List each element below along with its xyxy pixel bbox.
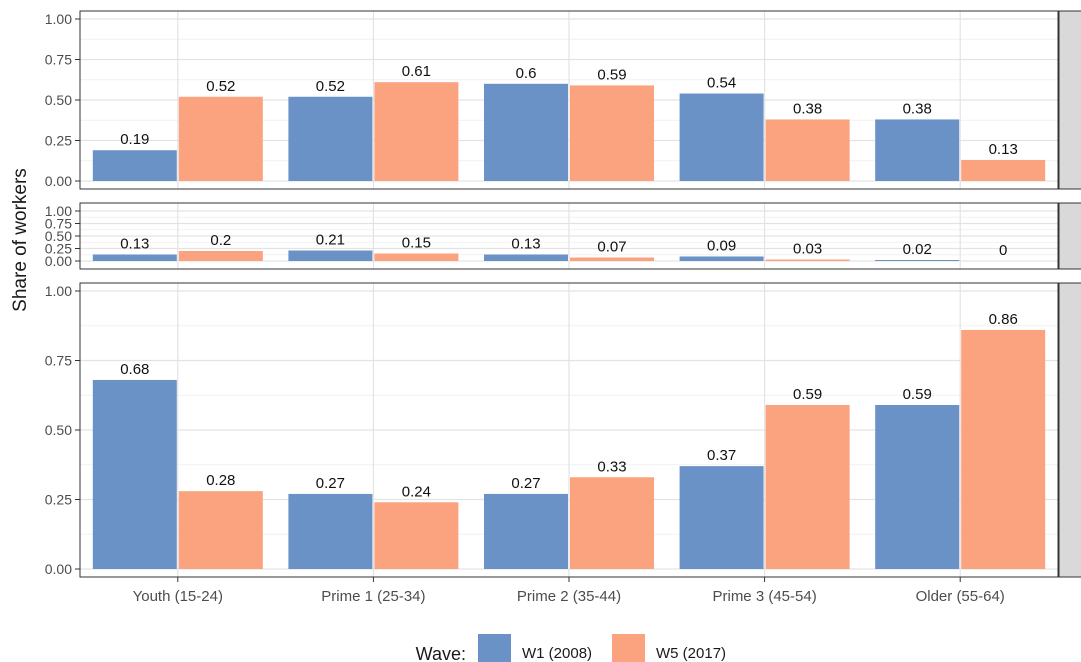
y-tick-label: 1.00 [45, 11, 72, 27]
strip-background [1058, 202, 1081, 270]
data-label: 0.38 [903, 100, 932, 117]
data-label: 0.6 [516, 65, 537, 82]
bar-w1 [484, 493, 568, 569]
data-label: 0.13 [511, 236, 540, 253]
x-tick-label: Prime 1 (25-34) [321, 588, 425, 605]
data-label: 0.52 [206, 78, 235, 95]
bar-w5 [570, 85, 654, 181]
bar-w1 [875, 260, 960, 261]
bar-w1 [484, 254, 568, 261]
data-label: 0.15 [402, 235, 431, 252]
data-label: 0.61 [402, 63, 431, 80]
bar-w1 [484, 83, 568, 181]
x-tick-label: Youth (15-24) [133, 588, 223, 605]
data-label: 0.02 [903, 241, 932, 258]
panel-inactive: 0.00 0.25 0.50 0.75 1.00 0.68 0.27 0.27 0.37 0.59… [45, 282, 1081, 578]
y-tick-label: 0.25 [45, 492, 72, 508]
panel-employed: 0.00 0.25 0.50 0.75 1.00 0.19 0.52 0.6 0.54 0.38 0… [45, 10, 1081, 190]
y-axis-label: Share of workers [10, 168, 31, 312]
bar-w1 [92, 379, 177, 569]
data-label: 0.54 [707, 75, 736, 92]
strip-background [1058, 10, 1081, 190]
data-label: 0.24 [402, 483, 431, 500]
data-label: 0.2 [210, 232, 231, 249]
y-tick-label: 0.75 [45, 216, 72, 232]
x-tick-label: Prime 3 (45-54) [712, 588, 816, 605]
x-tick-label: Prime 2 (35-44) [517, 588, 621, 605]
y-tick-label: 0.75 [45, 52, 72, 68]
bar-w5 [178, 491, 263, 569]
data-label: 0.07 [597, 239, 626, 256]
y-tick-label: 0.25 [45, 241, 72, 257]
bar-w1 [875, 119, 960, 181]
y-tick-label: 0.50 [45, 228, 72, 244]
bar-w5 [765, 259, 850, 261]
data-label: 0.33 [597, 458, 626, 475]
y-tick-label: 0.75 [45, 353, 72, 369]
y-tick-label: 0.00 [45, 173, 72, 189]
bar-w5 [570, 477, 654, 569]
bar-w1 [679, 256, 764, 261]
data-label: 0.09 [707, 238, 736, 255]
data-label: 0.59 [903, 386, 932, 403]
strip-background [1058, 282, 1081, 578]
bar-w5 [961, 329, 1046, 569]
data-label: 0.38 [793, 100, 822, 117]
data-label: 0.13 [989, 141, 1018, 158]
bar-w5 [570, 257, 654, 261]
data-label: 0.59 [597, 66, 626, 83]
legend-entry: W1 (2008) [522, 645, 592, 662]
legend-key [612, 634, 645, 662]
data-label: 0.68 [120, 361, 149, 378]
data-label: 0.28 [206, 472, 235, 489]
y-tick-label: 0.00 [45, 253, 72, 269]
panel-border [79, 10, 1059, 190]
data-label: 0.19 [120, 131, 149, 148]
bar-w1 [288, 493, 373, 569]
panel-border [79, 202, 1059, 270]
bar-w1 [679, 466, 764, 569]
y-tick-label: 0.50 [45, 92, 72, 108]
bar-w1 [288, 250, 373, 261]
bar-w5 [374, 253, 459, 261]
legend-title: Wave: [416, 644, 466, 662]
legend-key [478, 634, 511, 662]
data-label: 0.59 [793, 386, 822, 403]
y-tick-label: 1.00 [45, 203, 72, 219]
bar-w5 [374, 82, 459, 181]
y-tick-label: 0.00 [45, 561, 72, 577]
bar-w5 [178, 251, 263, 261]
bar-w5 [765, 404, 850, 569]
y-tick-label: 0.25 [45, 133, 72, 149]
data-label: 0.21 [316, 232, 345, 249]
x-axis-tick-labels: Youth (15-24) Prime 1 (25-34) Prime 2 (35-… [133, 577, 1005, 605]
data-label: 0.37 [707, 447, 736, 464]
y-tick-label: 1.00 [45, 283, 72, 299]
legend: Wave: W1 (2008) W5 (2017) [416, 634, 726, 662]
bar-w1 [288, 96, 373, 181]
panels: 0.000.250.500.751.000.190.520.60.540.380… [45, 10, 1081, 578]
bar-w5 [178, 96, 263, 181]
bar-w5 [961, 159, 1046, 181]
bar-w1 [92, 150, 177, 181]
legend-entry: W5 (2017) [656, 645, 726, 662]
data-label: 0.86 [989, 311, 1018, 328]
data-label: 0.52 [316, 78, 345, 95]
data-label: 0.13 [120, 236, 149, 253]
data-label: 0.27 [511, 475, 540, 492]
data-label: 0.27 [316, 475, 345, 492]
x-tick-label: Older (55-64) [916, 588, 1005, 605]
bar-w5 [765, 119, 850, 181]
panel-unemployed: 0.000.250.500.751.00 0.13 0.21 0.13 0.09 0.02… [45, 202, 1081, 270]
bar-w1 [679, 93, 764, 181]
bar-w1 [875, 404, 960, 569]
y-tick-label: 0.50 [45, 422, 72, 438]
data-label: 0.03 [793, 241, 822, 258]
bar-w1 [92, 254, 177, 261]
data-label: 0 [999, 242, 1007, 259]
bar-w5 [374, 502, 459, 569]
